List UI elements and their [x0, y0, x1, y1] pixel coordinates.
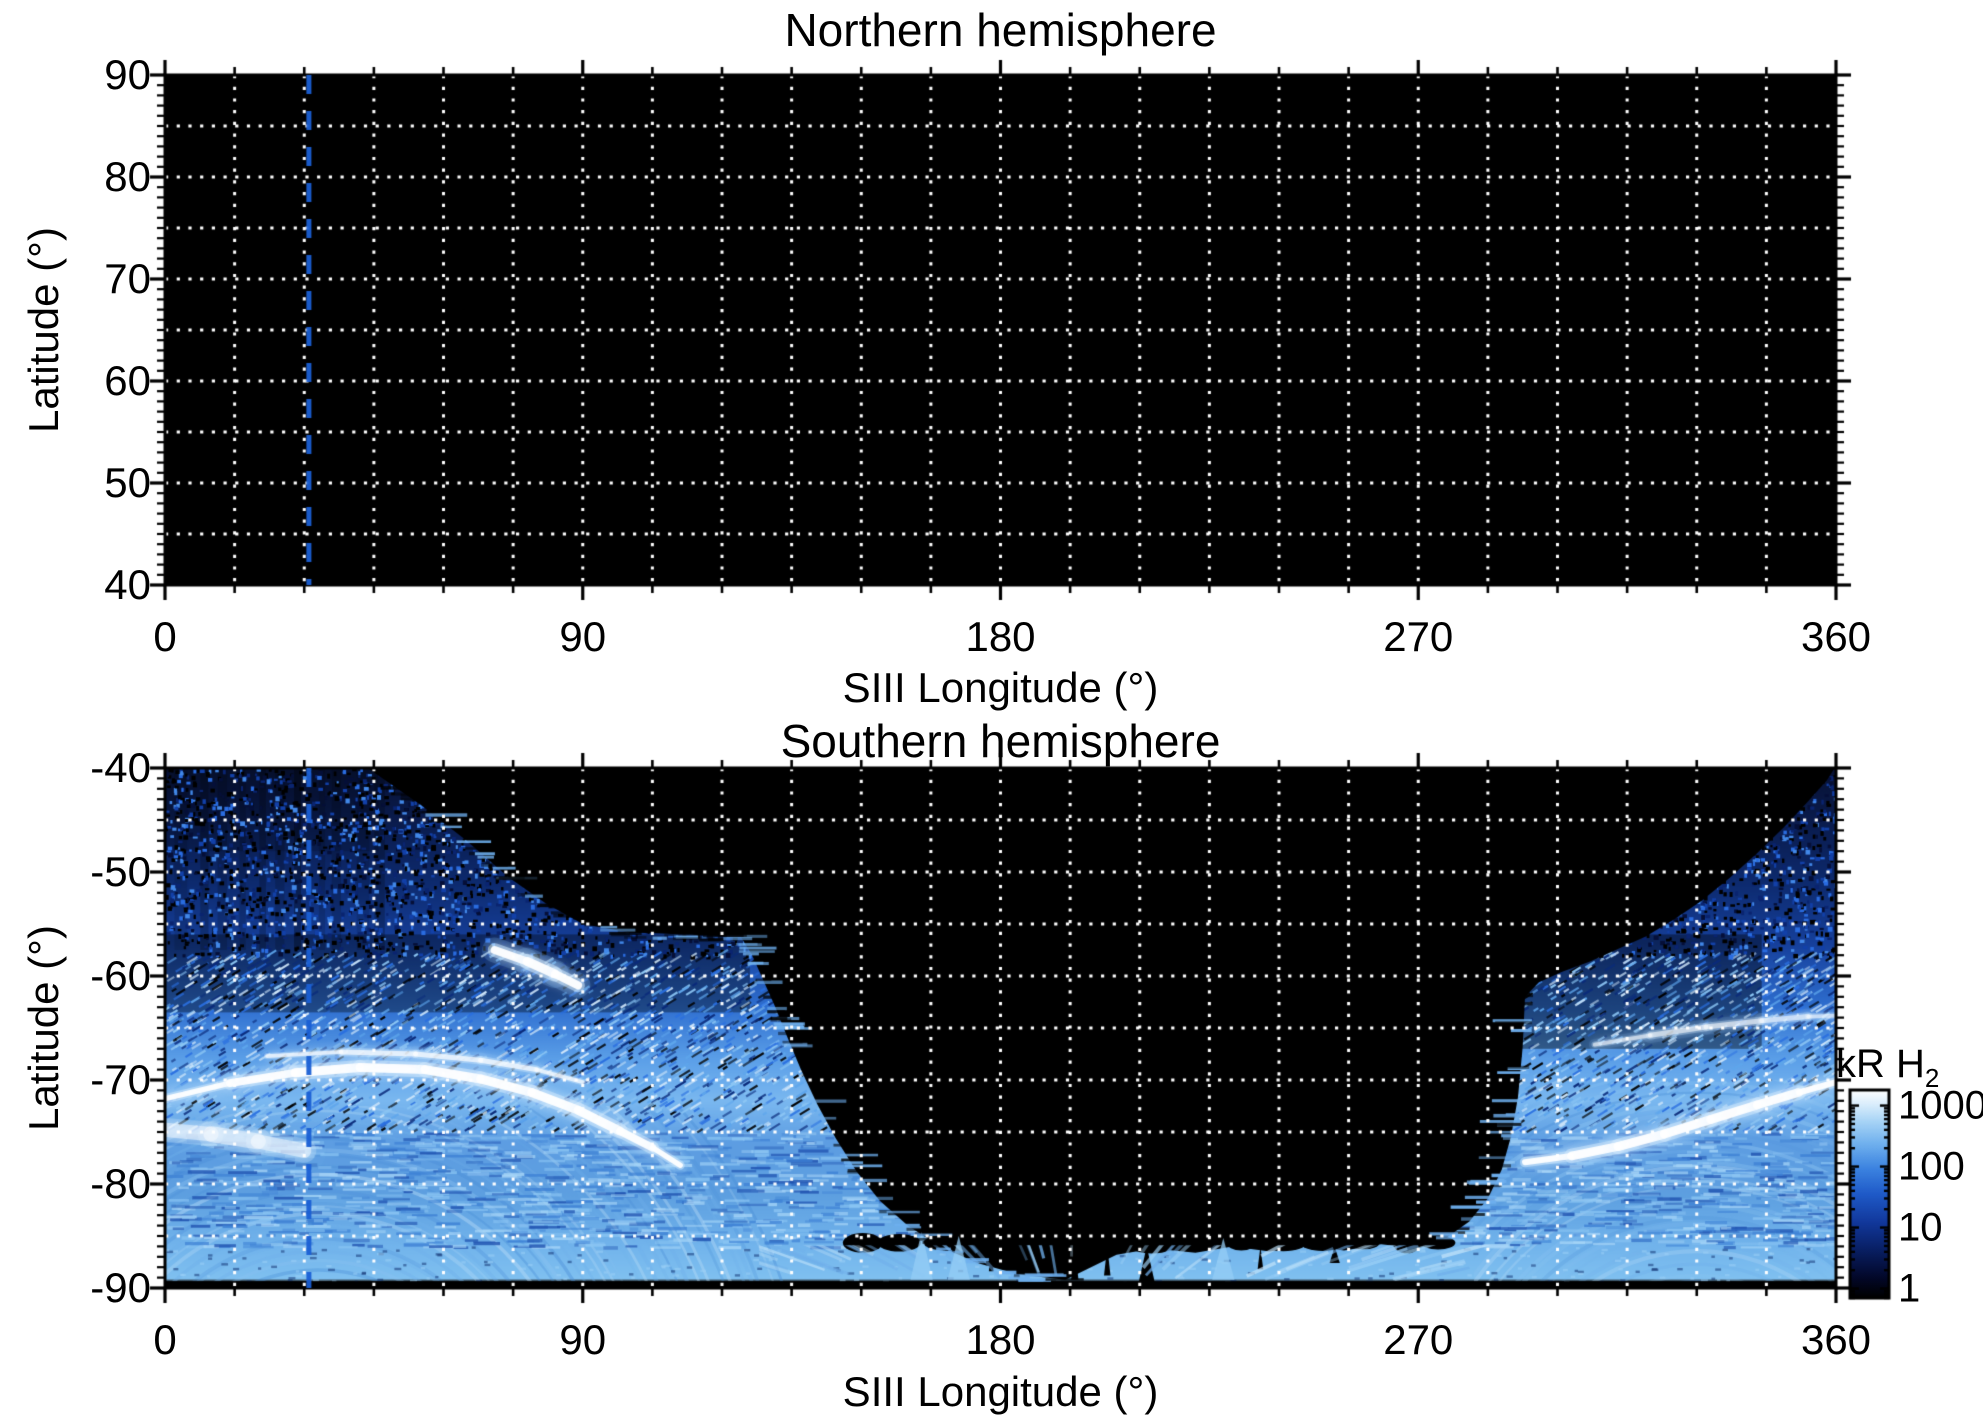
colorbar-tick-label: 1000: [1898, 1083, 1983, 1128]
south-y-tick-label: -60: [90, 952, 151, 999]
north-panel-title: Northern hemisphere: [784, 4, 1217, 56]
north-y-tick-label: 60: [104, 357, 151, 404]
north-y-tick-label: 40: [104, 561, 151, 608]
colorbar-tick-label: 1: [1898, 1266, 1921, 1311]
north-y-axis-title: Latitude (°): [20, 227, 67, 433]
north-x-axis-title: SIII Longitude (°): [842, 664, 1159, 711]
north-y-tick-label: 80: [104, 153, 151, 200]
south-x-tick-label: 270: [1383, 1316, 1454, 1363]
south-y-tick-label: -90: [90, 1264, 151, 1311]
north-x-tick-label: 0: [153, 613, 177, 660]
south-x-tick-label: 180: [965, 1316, 1036, 1363]
south-y-tick-label: -70: [90, 1056, 151, 1103]
north-x-tick-label: 270: [1383, 613, 1454, 660]
north-y-tick-label: 90: [104, 51, 151, 98]
south-y-tick-label: -50: [90, 848, 151, 895]
north-x-tick-label: 90: [559, 613, 607, 660]
colorbar-tick-label: 100: [1898, 1144, 1965, 1189]
south-panel-title: Southern hemisphere: [780, 715, 1221, 767]
south-x-tick-label: 90: [559, 1316, 607, 1363]
south-y-tick-label: -40: [90, 744, 151, 791]
colorbar-title: kR H2: [1836, 1042, 1939, 1094]
colorbar-title-text: kR H: [1836, 1042, 1925, 1086]
south-y-axis-title: Latitude (°): [20, 925, 67, 1131]
south-x-tick-label: 360: [1800, 1316, 1872, 1363]
south-y-tick-label: -80: [90, 1160, 151, 1207]
colorbar-tick-label: 10: [1898, 1205, 1943, 1250]
south-x-tick-label: 0: [153, 1316, 177, 1363]
north-y-tick-label: 70: [104, 255, 151, 302]
north-x-tick-label: 180: [965, 613, 1036, 660]
colorbar-title-subscript: 2: [1924, 1063, 1940, 1093]
north-y-tick-label: 50: [104, 459, 151, 506]
north-x-tick-label: 360: [1800, 613, 1872, 660]
south-x-axis-title: SIII Longitude (°): [842, 1368, 1159, 1415]
